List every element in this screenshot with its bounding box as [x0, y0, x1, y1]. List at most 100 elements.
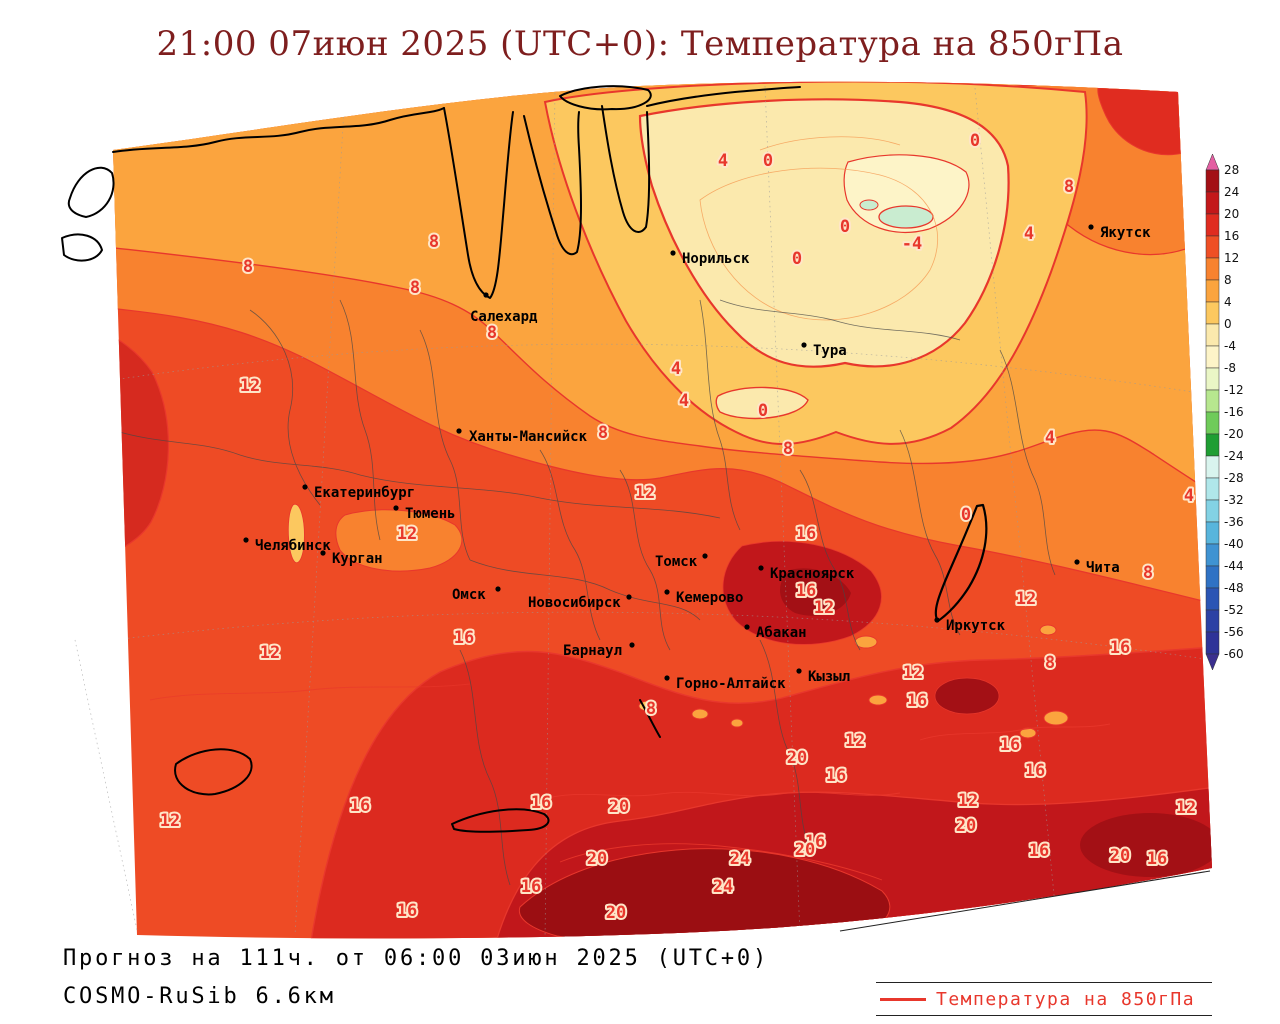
- colorbar-segment: [1205, 587, 1220, 611]
- city-dot: [670, 250, 676, 256]
- city-dot: [393, 505, 399, 511]
- colorbar-tick-label: -60: [1224, 647, 1244, 661]
- mountain-cool-spots: [638, 624, 1069, 739]
- city-label: Екатеринбург: [314, 485, 415, 501]
- city-dot: [702, 553, 708, 559]
- city-label: Кемерово: [676, 590, 743, 606]
- contour-label: 4: [671, 359, 681, 379]
- city-dot: [1074, 559, 1080, 565]
- contour-label: 8: [243, 257, 253, 277]
- model-info: COSMO-RuSib 6.6км: [63, 984, 336, 1009]
- colorbar-segment: [1205, 323, 1220, 347]
- colorbar-tick-label: 4: [1224, 295, 1232, 309]
- cold-spot: [859, 199, 879, 211]
- colorbar-segment: [1205, 367, 1220, 391]
- colorbar-tick-label: 16: [1224, 229, 1239, 243]
- contour-label: 24: [713, 877, 733, 897]
- contour-label: 16: [521, 877, 541, 897]
- contour-label: 0: [840, 217, 850, 237]
- city-dot: [801, 342, 807, 348]
- city-dot: [796, 668, 802, 674]
- colorbar-segment: [1205, 477, 1220, 501]
- colorbar-segment: [1205, 521, 1220, 545]
- contour-label: 16: [531, 793, 551, 813]
- contour-label: 12: [814, 598, 834, 618]
- contour-label: -4: [902, 234, 922, 254]
- contour-label: 8: [598, 423, 608, 443]
- city-label: Челябинск: [255, 538, 331, 554]
- graticule: [113, 85, 1212, 939]
- detail-contours: [149, 683, 1111, 881]
- city-label: Иркутск: [946, 618, 1006, 634]
- contour-label: 16: [907, 691, 927, 711]
- city-label: Норильск: [682, 251, 750, 267]
- colorbar-tick-label: 12: [1224, 251, 1239, 265]
- city-dot: [664, 589, 670, 595]
- contour-label: 20: [606, 903, 626, 923]
- city-label: Тюмень: [405, 506, 456, 522]
- contour-label: 16: [796, 524, 816, 544]
- contour-label: 8: [1064, 177, 1074, 197]
- city-label: Горно-Алтайск: [676, 676, 786, 692]
- colorbar-tick-label: -20: [1224, 427, 1244, 441]
- contour-label: 8: [646, 699, 656, 719]
- colorbar-tick-label: -16: [1224, 405, 1244, 419]
- colorbar-arrow-down: [1205, 653, 1220, 671]
- graticule-outside: [74, 639, 138, 931]
- contour-label: 12: [845, 731, 865, 751]
- colorbar-tick-label: -56: [1224, 625, 1244, 639]
- city-dot: [302, 484, 308, 490]
- city-dot: [243, 537, 249, 543]
- city-label: Барнаул: [563, 643, 622, 659]
- colorbar-segment: [1205, 301, 1220, 325]
- band-16-20-west: [113, 299, 170, 577]
- contour-label: 12: [1176, 798, 1196, 818]
- colorbar-segment: [1205, 213, 1220, 237]
- city-label: Абакан: [756, 625, 807, 641]
- contour-label: 20: [1110, 846, 1130, 866]
- colorbar-tick-label: -32: [1224, 493, 1244, 507]
- colorbar-tick-label: 28: [1224, 163, 1239, 177]
- colorbar-tick-label: -12: [1224, 383, 1244, 397]
- map-legend: Температура на 850гПа: [876, 982, 1212, 1016]
- colorbar-tick-label: -24: [1224, 449, 1244, 463]
- city-label: Красноярск: [770, 566, 855, 582]
- city-dot: [664, 675, 670, 681]
- contour-label: 8: [487, 323, 497, 343]
- colorbar-segment: [1205, 191, 1220, 215]
- colorbar-tick-label: -44: [1224, 559, 1244, 573]
- colorbar-segment: [1205, 169, 1220, 193]
- contour-label: 0: [792, 249, 802, 269]
- contour-label: 0: [763, 151, 773, 171]
- band-m4-0-south: [715, 386, 809, 420]
- colorbar-segment: [1205, 235, 1220, 259]
- contour-label: 0: [758, 401, 768, 421]
- contour-label: 4: [1184, 486, 1194, 506]
- contour-label: 8: [410, 278, 420, 298]
- band-8-12-kurgan: [335, 509, 463, 572]
- colorbar-arrow-up: [1205, 153, 1220, 171]
- band-24-bottomright: [1080, 813, 1212, 877]
- colorbar-tick-label: 24: [1224, 185, 1239, 199]
- colorbar-tick-label: -28: [1224, 471, 1244, 485]
- colorbar-segment: [1205, 279, 1220, 303]
- colorbar-tick-label: -36: [1224, 515, 1244, 529]
- city-dot: [744, 624, 750, 630]
- contour-label: 16: [826, 766, 846, 786]
- city-label: Кызыл: [808, 669, 850, 685]
- city-label: Якутск: [1100, 225, 1151, 241]
- contour-label: 24: [730, 849, 750, 869]
- city-label: Курган: [332, 551, 383, 567]
- city-label: Салехард: [470, 309, 538, 325]
- band-0-4-chelyabinsk: [287, 503, 305, 563]
- band-24-southeast: [934, 677, 1000, 715]
- colorbar-segment: [1205, 631, 1220, 655]
- colorbar-segment: [1205, 565, 1220, 589]
- contour-label: 12: [1016, 589, 1036, 609]
- city-dot: [483, 292, 489, 298]
- city-label: Томск: [655, 554, 698, 570]
- city-dot: [758, 565, 764, 571]
- minor-contour: [759, 136, 901, 151]
- admin-borders: [113, 299, 1056, 886]
